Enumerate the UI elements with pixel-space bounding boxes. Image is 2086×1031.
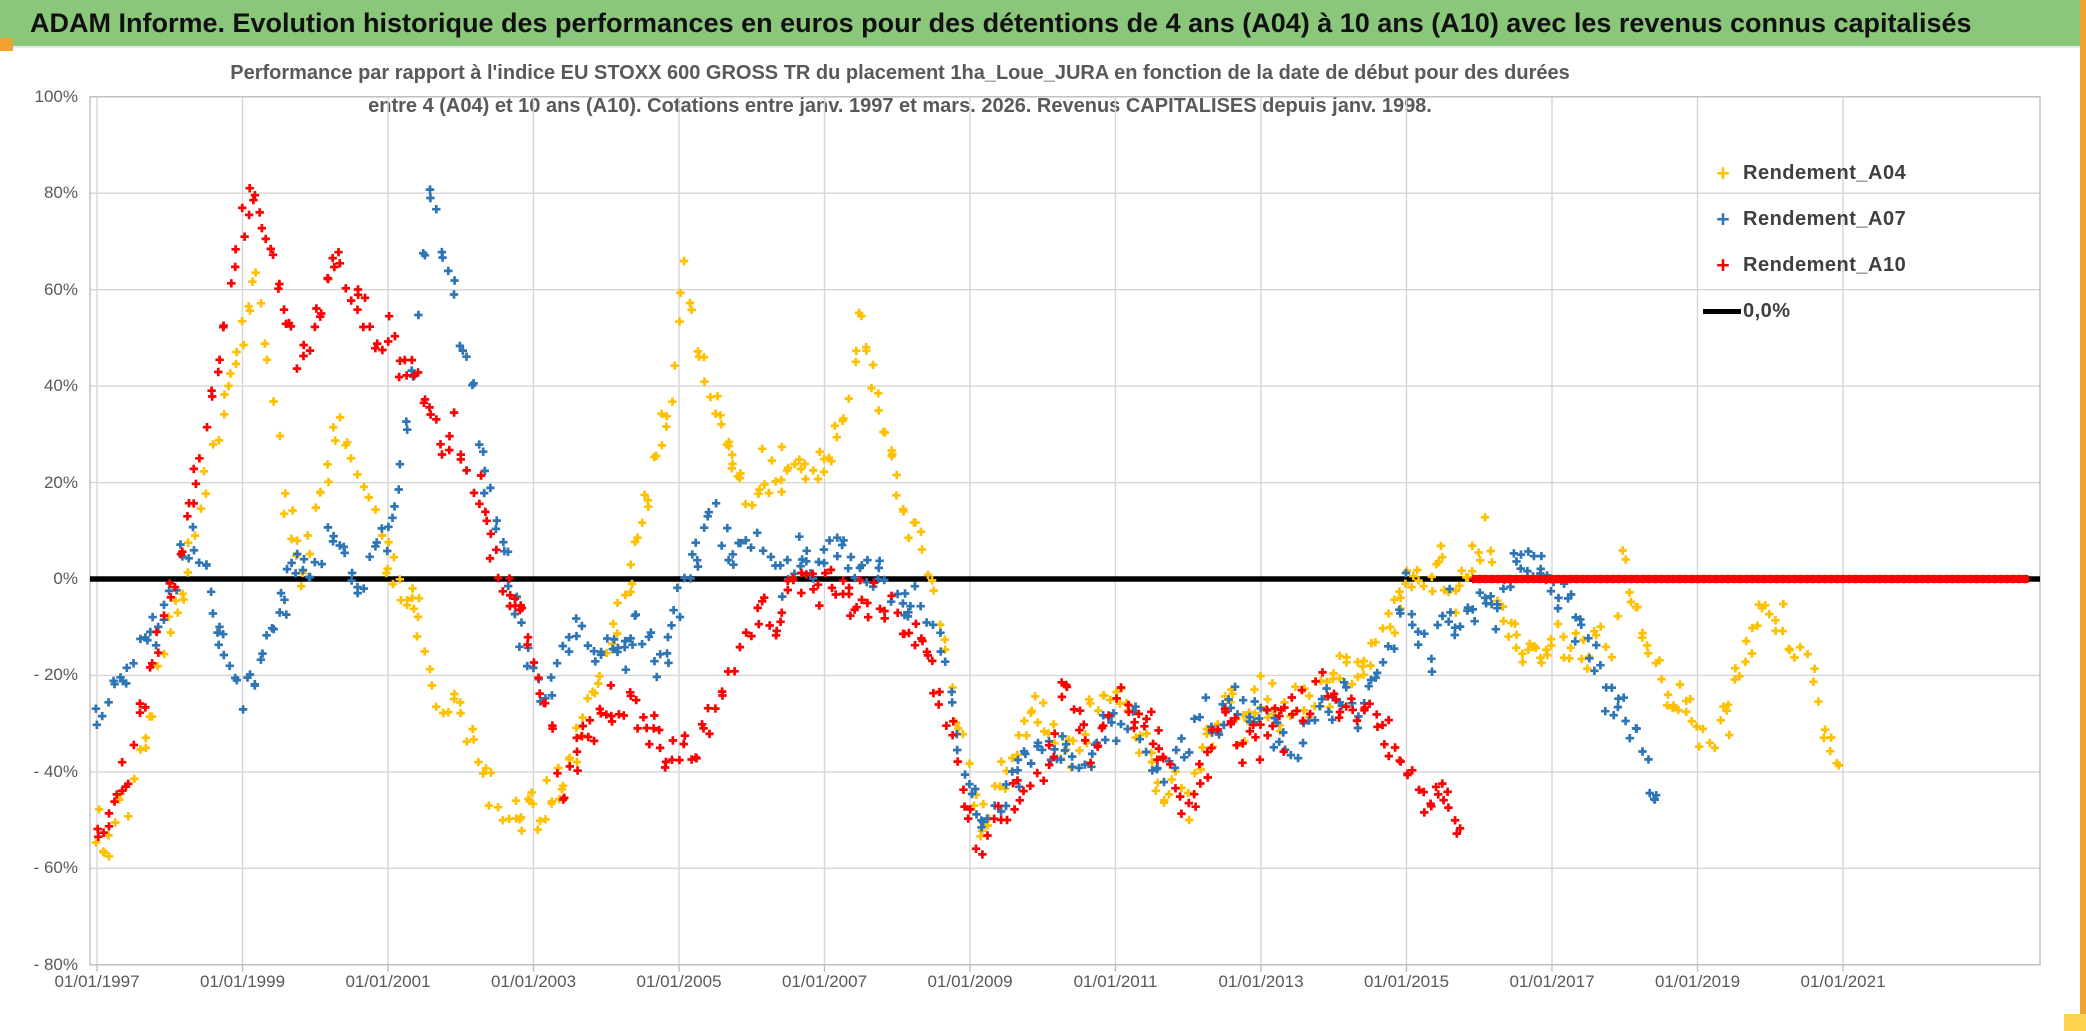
legend-item-rendement-a10: + Rendement_A10 xyxy=(1703,242,2003,288)
series-markers-rendement_a10 xyxy=(93,184,2030,859)
x-axis-label: 01/01/2021 xyxy=(1800,972,1886,991)
x-axis-label: 01/01/2011 xyxy=(1073,972,1158,991)
y-axis-label: - 20% xyxy=(33,665,78,685)
x-axis-label: 01/01/2005 xyxy=(636,972,722,991)
legend-label: Rendement_A10 xyxy=(1743,253,1907,276)
legend-item-rendement-a04: + Rendement_A04 xyxy=(1703,150,2003,196)
plus-marker-icon: + xyxy=(1716,252,1730,278)
y-axis-label: - 60% xyxy=(33,858,78,878)
y-axis-label: - 40% xyxy=(33,761,78,781)
plus-marker-icon: + xyxy=(1716,206,1730,232)
legend-label: Rendement_A07 xyxy=(1743,207,1907,230)
plus-marker-icon: + xyxy=(1716,160,1730,186)
report-title: ADAM Informe. Evolution historique des p… xyxy=(30,7,1972,38)
x-axis-label: 01/01/2017 xyxy=(1509,972,1595,991)
legend: + Rendement_A04 + Rendement_A07 + Rendem… xyxy=(1703,150,2003,334)
x-axis-label: 01/01/2001 xyxy=(345,972,431,991)
x-axis-label: 01/01/2015 xyxy=(1363,972,1450,991)
legend-item-rendement-a07: + Rendement_A07 xyxy=(1703,196,2003,242)
x-axis-label: 01/01/2019 xyxy=(1654,972,1741,991)
y-axis-label: 100% xyxy=(34,86,78,106)
chart-title-line2: entre 4 (A04) et 10 ans (A10). Cotations… xyxy=(368,95,1432,117)
report-header: ADAM Informe. Evolution historique des p… xyxy=(0,0,2086,48)
legend-label: Rendement_A04 xyxy=(1743,161,1907,184)
chart-title-line1: Performance par rapport à l'indice EU ST… xyxy=(230,62,1570,84)
y-axis-label: 60% xyxy=(43,279,78,299)
bottom-right-accent xyxy=(2064,1014,2086,1031)
x-axis-label: 01/01/2007 xyxy=(781,972,868,991)
y-axis-label: 40% xyxy=(43,376,78,396)
y-axis-label: 80% xyxy=(43,183,78,203)
plot-border xyxy=(89,96,2041,966)
x-axis-label: 01/01/2009 xyxy=(927,972,1013,991)
y-axis-label: 20% xyxy=(43,472,78,492)
y-axis-label: 0% xyxy=(53,569,78,588)
legend-label: 0,0% xyxy=(1743,299,1791,322)
chart-title: Performance par rapport à l'indice EU ST… xyxy=(90,57,1710,123)
zero-line-swatch xyxy=(1703,308,1741,314)
x-axis-label: 01/01/2013 xyxy=(1218,972,1304,991)
right-accent-strip xyxy=(2080,0,2086,1031)
x-axis-label: 01/01/1999 xyxy=(199,972,286,991)
legend-item-zero-line: 0,0% xyxy=(1703,288,2003,334)
series-markers-rendement_a04 xyxy=(91,256,1844,861)
y-axis-label: - 80% xyxy=(33,954,78,974)
x-axis-label: 01/01/2003 xyxy=(490,972,577,991)
x-axis-label: 01/01/1997 xyxy=(54,972,140,991)
left-accent-mark xyxy=(0,38,13,51)
